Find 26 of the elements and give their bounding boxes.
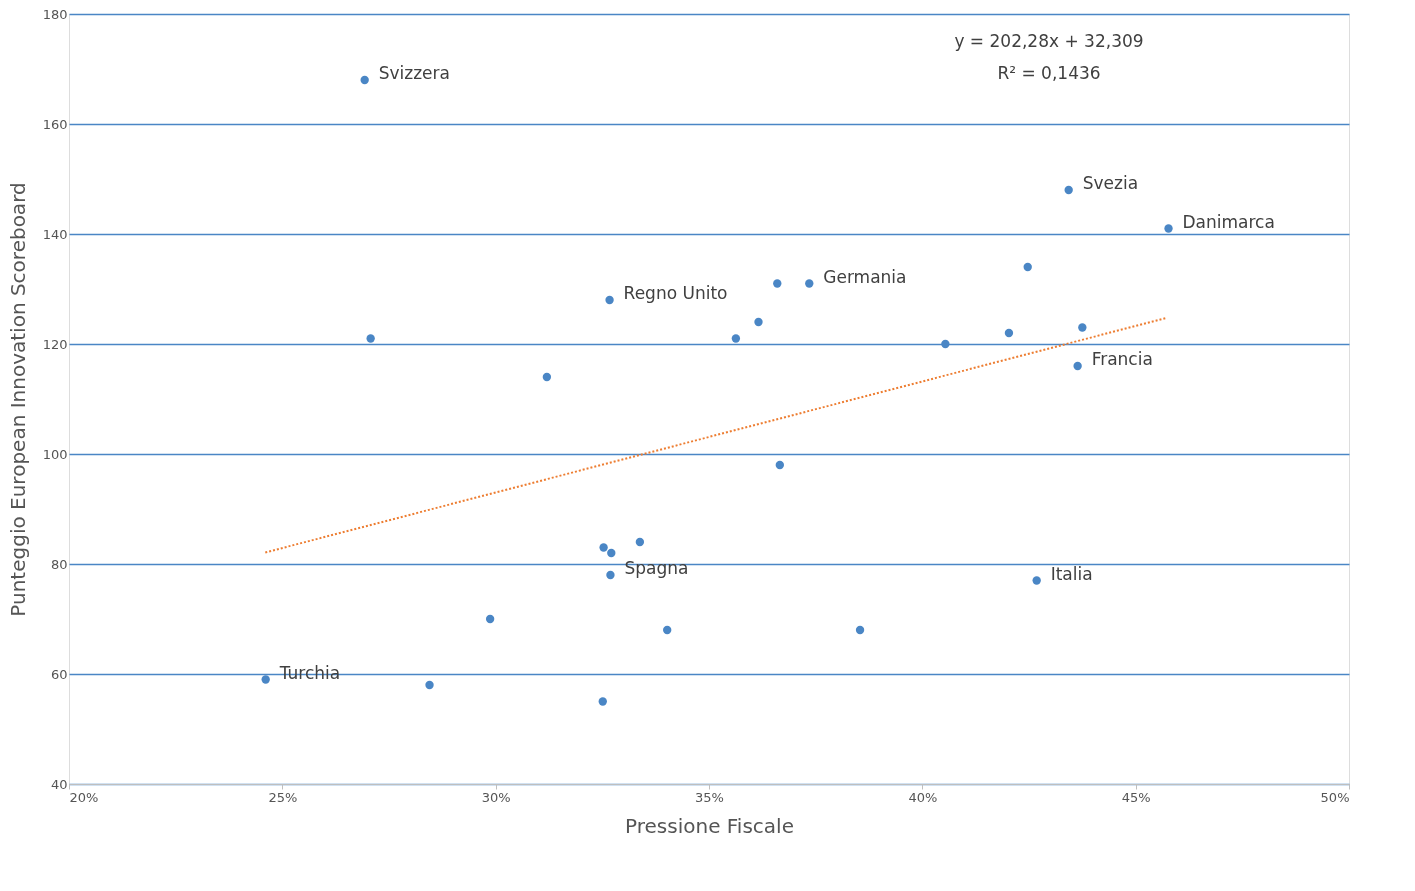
y-tick-label: 100 bbox=[42, 446, 68, 462]
x-tick-label: 50% bbox=[1320, 789, 1350, 805]
annotation: Danimarca bbox=[1182, 211, 1275, 232]
x-tick-label: 45% bbox=[1121, 789, 1151, 805]
annotation: Italia bbox=[1050, 563, 1093, 584]
y-tick-label: 180 bbox=[42, 6, 68, 22]
y-tick-label: 60 bbox=[50, 666, 68, 682]
x-axis-title: Pressione Fiscale bbox=[625, 813, 794, 838]
annotation: Regno Unito bbox=[623, 283, 728, 303]
y-tick-label: 80 bbox=[50, 556, 68, 572]
annotation: Francia bbox=[1091, 349, 1153, 369]
x-tick-label: 20% bbox=[69, 789, 99, 805]
annotation: R² = 0,1436 bbox=[997, 63, 1101, 83]
annotation: Germania bbox=[823, 266, 907, 287]
annotation: Svezia bbox=[1082, 173, 1139, 193]
x-tick-label: 35% bbox=[695, 789, 724, 805]
y-tick-label: 40 bbox=[50, 776, 68, 792]
y-tick-label: 160 bbox=[42, 116, 68, 132]
y-tick-label: 140 bbox=[42, 226, 68, 242]
annotation: Svizzera bbox=[378, 63, 450, 83]
x-tick-label: 40% bbox=[908, 789, 938, 805]
y-tick-label: 120 bbox=[42, 336, 68, 352]
x-tick-label: 30% bbox=[481, 789, 511, 805]
x-tick-label: 25% bbox=[268, 789, 298, 805]
y-axis-title: Punteggio European Innovation Scoreboard bbox=[5, 182, 30, 617]
annotation: y = 202,28x + 32,309 bbox=[954, 31, 1144, 51]
